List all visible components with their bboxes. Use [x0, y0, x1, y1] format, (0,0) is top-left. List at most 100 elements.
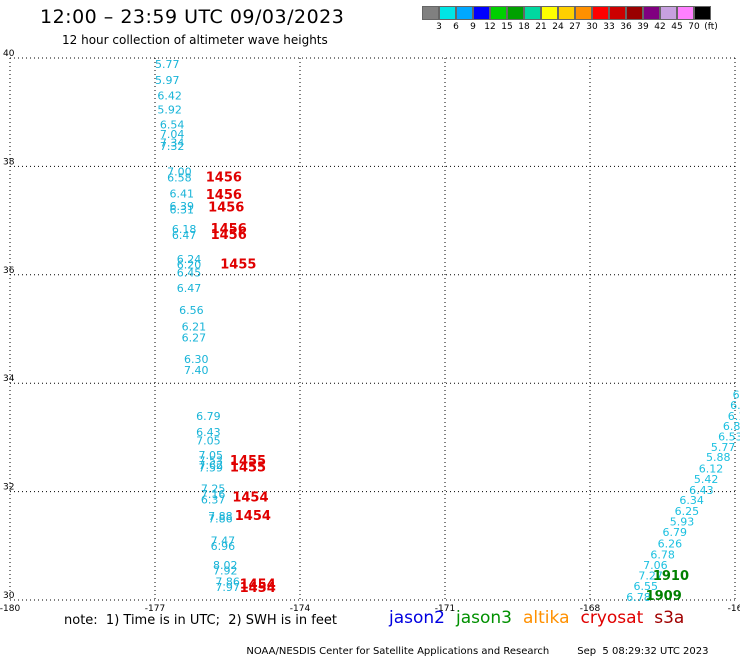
time-label: 1456 [211, 228, 247, 243]
swh-label: 6.39 [170, 200, 195, 213]
swh-label: 6.45 [177, 266, 202, 279]
credit-line: NOAA/NESDIS Center for Satellite Applica… [240, 635, 709, 657]
time-label: 1455 [220, 257, 256, 272]
y-tick-label: 40 [3, 49, 15, 59]
swh-label: 7.25 [201, 483, 226, 496]
color-swatch [422, 6, 439, 20]
time-label: 1455 [230, 461, 266, 476]
y-tick-label: 30 [3, 591, 15, 601]
color-scale-label: 45 [671, 22, 683, 32]
color-scale-label: 9 [470, 22, 476, 32]
time-label: 1909 [646, 589, 682, 604]
color-swatch [609, 6, 626, 20]
y-tick-label: 32 [3, 483, 14, 493]
color-swatch [439, 6, 456, 20]
time-label: 1456 [206, 171, 242, 186]
color-scale-label: 36 [620, 22, 632, 32]
time-label: 1454 [232, 490, 268, 505]
color-scale-label: 33 [603, 22, 615, 32]
swh-label: 7.04 [160, 128, 185, 141]
color-scale-label: 21 [535, 22, 547, 32]
page-title: 12:00 – 23:59 UTC 09/03/2023 [40, 6, 345, 28]
swh-label: 6.78 [626, 591, 651, 604]
time-label: 1456 [208, 200, 244, 215]
swh-label: 6.78 [650, 548, 675, 561]
swh-label: 6.12 [699, 463, 724, 476]
swh-label: 6.20 [177, 258, 202, 271]
swh-label: 6.26 [658, 537, 683, 550]
color-swatch [558, 6, 575, 20]
axis-ticks: -180 -177 -174 -171 -168 -16 40 38 36 34 32 30 [0, 49, 740, 614]
swh-label: 6.41 [170, 187, 195, 200]
swh-label: 7.05 [199, 449, 224, 462]
y-tick-label: 34 [3, 374, 15, 384]
legend-item-altika: altika [523, 608, 570, 628]
swh-label: 6.42 [157, 90, 182, 103]
color-scale-label: 6 [453, 22, 459, 32]
x-tick-label: -174 [290, 604, 311, 614]
legend-item-s3a: s3a [654, 608, 685, 628]
swh-label: 6.53 [718, 431, 740, 444]
swh-label: 6.96 [211, 540, 236, 553]
color-swatch [541, 6, 558, 20]
swh-label: 6.85 [723, 420, 740, 433]
color-swatch [694, 6, 711, 20]
swh-label: 6.24 [177, 253, 202, 266]
color-scale-label: 27 [569, 22, 581, 32]
swh-label: 6.31 [170, 204, 195, 217]
time-label: 1455 [230, 454, 266, 469]
color-scale-label: 30 [586, 22, 598, 32]
swh-label: 6.27 [182, 331, 207, 344]
swh-label: 6.56 [179, 304, 204, 317]
color-scale-label: 12 [484, 22, 496, 32]
swh-label: 7.27 [638, 569, 663, 582]
legend-item-jason3: jason3 [456, 608, 512, 628]
credit-org: NOAA/NESDIS Center for Satellite Applica… [246, 646, 550, 657]
swh-label: 6.47 [177, 282, 202, 295]
swh-label: 6.43 [196, 426, 221, 439]
generated-timestamp: Sep 5 08:29:32 UTC 2023 [577, 646, 709, 657]
color-scale-label: 24 [552, 22, 564, 32]
swh-label: 7.16 [201, 488, 226, 501]
swh-label: 6.30 [184, 353, 209, 366]
color-scale-label: 3 [436, 22, 442, 32]
color-swatch [490, 6, 507, 20]
y-tick-label: 38 [3, 157, 15, 167]
x-tick-label: -168 [580, 604, 601, 614]
time-label: 1454 [235, 509, 271, 524]
swh-label: 6. [730, 399, 740, 412]
satellite-legend: jason2 jason3 altika cryosat s3a [389, 608, 695, 628]
swh-label: 6 [733, 388, 740, 401]
swh-label: 6.58 [167, 172, 192, 185]
color-swatch [660, 6, 677, 20]
color-scale-label: 70 [688, 22, 700, 32]
swh-label: 7.34 [160, 136, 185, 149]
color-scale-bar [422, 6, 711, 20]
swh-label: 6.37 [201, 494, 226, 507]
color-swatch [456, 6, 473, 20]
time-label: 1456 [206, 188, 242, 203]
y-tick-label: 36 [3, 266, 15, 276]
x-tick-label: -16 [728, 604, 740, 614]
swh-label: 7.06 [643, 559, 668, 572]
x-tick-label: -171 [435, 604, 455, 614]
color-swatch [575, 6, 592, 20]
legend-item-jason2: jason2 [389, 608, 445, 628]
color-scale-label: 42 [654, 22, 666, 32]
swh-label: 6.47 [172, 229, 197, 242]
x-tick-label: -177 [145, 604, 165, 614]
color-swatch [473, 6, 490, 20]
swh-label: 5.42 [694, 473, 719, 486]
swh-label: 6.1 [728, 410, 740, 423]
time-label: 1454 [240, 581, 276, 596]
swh-label: 7.32 [160, 140, 185, 153]
swh-label: 7.05 [196, 434, 221, 447]
color-swatch [643, 6, 660, 20]
legend-item-cryosat: cryosat [580, 608, 644, 628]
color-swatch [677, 6, 694, 20]
x-tick-label: -180 [0, 604, 20, 614]
time-label: 1910 [653, 569, 689, 584]
swh-label: 6.25 [675, 505, 700, 518]
swh-label: 7.62 [199, 459, 224, 472]
